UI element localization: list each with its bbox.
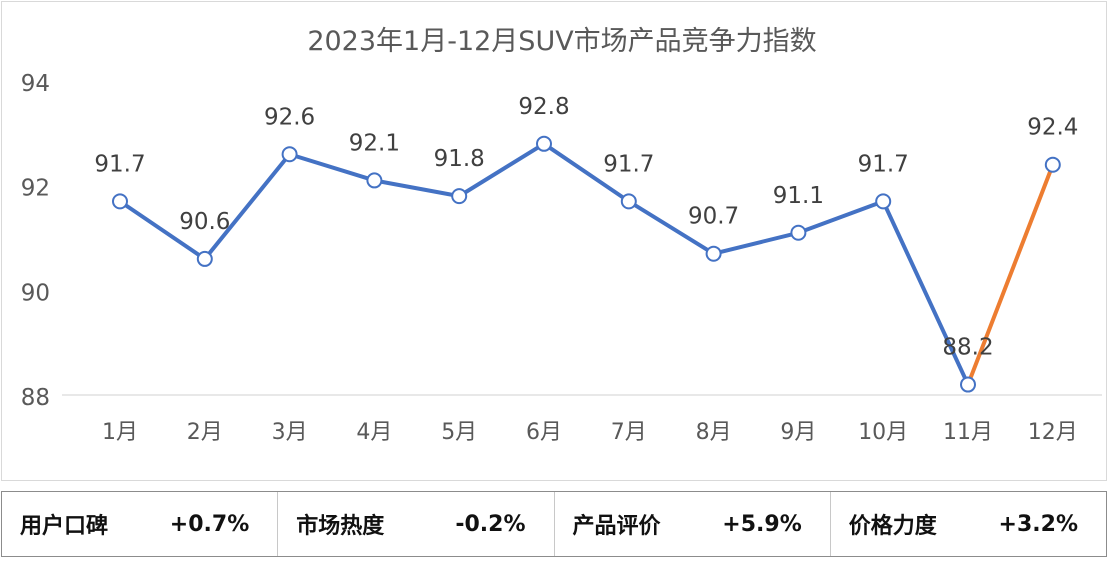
x-tick-label-11: 11月 xyxy=(943,420,993,445)
x-tick-label-10: 10月 xyxy=(858,420,908,445)
metric-product-rating: 产品评价 +5.9% xyxy=(555,492,831,556)
metrics-bar: 用户口碑 +0.7% 市场热度 -0.2% 产品评价 +5.9% 价格力度 +3… xyxy=(1,491,1107,557)
x-tick-label-8: 8月 xyxy=(696,420,732,445)
x-tick-label-4: 4月 xyxy=(356,420,392,445)
y-tick-label-0: 88 xyxy=(21,385,50,411)
data-label-2: 90.6 xyxy=(179,209,230,235)
data-point-9 xyxy=(790,224,807,241)
data-label-8: 90.7 xyxy=(688,204,739,230)
x-tick-label-5: 5月 xyxy=(441,420,477,445)
data-labels: 91.7 90.6 92.6 92.1 91.8 92.8 91.7 90.7 91.1 91.7… xyxy=(94,94,1078,361)
chart-panel: 2023年1月-12月SUV市场产品竞争力指数 88 90 92 94 91.7 90.… xyxy=(1,1,1107,481)
data-label-5: 91.8 xyxy=(434,146,485,172)
data-label-6: 92.8 xyxy=(518,94,569,120)
data-point-1 xyxy=(112,193,128,210)
x-tick-label-3: 3月 xyxy=(272,420,308,445)
y-tick-label-3: 94 xyxy=(21,71,50,97)
metric-value: +5.9% xyxy=(722,511,802,537)
metric-value: +3.2% xyxy=(998,511,1078,537)
data-point-3 xyxy=(281,146,298,163)
data-label-12: 92.4 xyxy=(1027,115,1078,141)
x-tick-label-7: 7月 xyxy=(611,420,647,445)
x-tick-label-2: 2月 xyxy=(187,420,223,445)
data-point-4 xyxy=(366,172,383,189)
y-axis: 88 90 92 94 xyxy=(21,71,50,411)
data-label-10: 91.7 xyxy=(858,151,909,177)
data-point-6 xyxy=(536,135,552,152)
data-point-5 xyxy=(451,188,468,205)
x-tick-label-9: 9月 xyxy=(780,420,816,445)
metric-price-strength: 价格力度 +3.2% xyxy=(831,492,1106,556)
data-point-2 xyxy=(196,250,213,267)
chart-title: 2023年1月-12月SUV市场产品竞争力指数 xyxy=(307,26,816,57)
metric-label: 价格力度 xyxy=(848,514,937,539)
metric-user-reputation: 用户口碑 +0.7% xyxy=(2,492,279,556)
highlight-segment xyxy=(966,162,1055,387)
data-label-11: 88.2 xyxy=(942,335,993,361)
data-point-10 xyxy=(875,193,892,210)
data-label-7: 91.7 xyxy=(603,151,654,177)
data-label-3: 92.6 xyxy=(264,104,315,130)
x-tick-label-6: 6月 xyxy=(526,420,562,445)
line-chart: 2023年1月-12月SUV市场产品竞争力指数 88 90 92 94 91.7 90.… xyxy=(21,26,1102,445)
metric-value: +0.7% xyxy=(169,511,250,537)
data-label-1: 91.7 xyxy=(94,151,145,177)
y-tick-label-1: 90 xyxy=(21,280,50,306)
data-point-8 xyxy=(705,245,722,262)
metric-label: 产品评价 xyxy=(572,514,661,539)
data-label-4: 92.1 xyxy=(349,130,400,156)
data-label-9: 91.1 xyxy=(773,183,824,209)
metric-label: 用户口碑 xyxy=(20,514,109,539)
x-tick-label-1: 1月 xyxy=(102,420,138,445)
x-tick-label-12: 12月 xyxy=(1028,420,1078,445)
x-axis: 1月 2月 3月 4月 5月 6月 7月 8月 9月 10月 11月 12月 xyxy=(102,420,1078,445)
metric-label: 市场热度 xyxy=(296,514,385,539)
data-point-7 xyxy=(620,193,637,210)
data-point-11 xyxy=(960,376,976,393)
data-point-12 xyxy=(1044,156,1061,173)
series-lines xyxy=(118,141,1055,387)
metric-market-heat: 市场热度 -0.2% xyxy=(278,492,555,556)
data-points xyxy=(112,135,1061,393)
y-tick-label-2: 92 xyxy=(21,176,50,202)
metric-value: -0.2% xyxy=(455,511,526,537)
